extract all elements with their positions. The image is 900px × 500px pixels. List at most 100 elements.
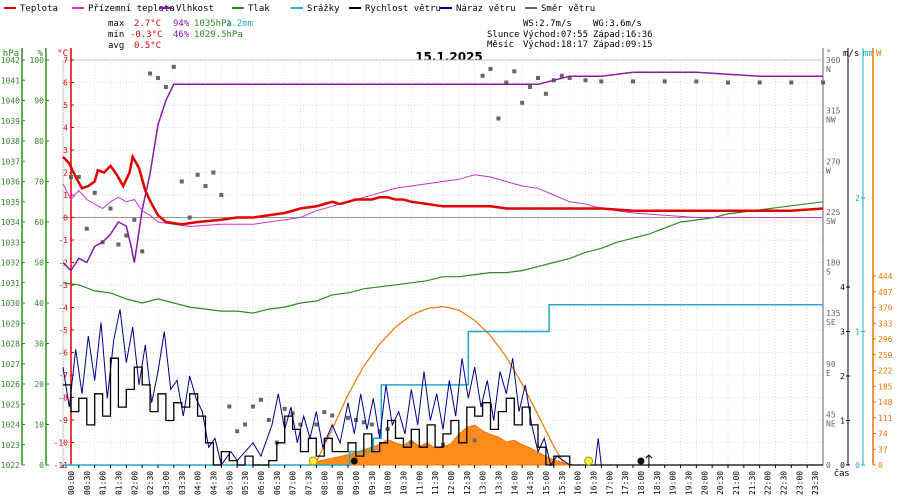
direction-point bbox=[488, 67, 493, 71]
solar-tick-label: 259 bbox=[878, 351, 893, 360]
legend-label-3: Tlak bbox=[248, 4, 270, 14]
x-tick-label: 01:30 bbox=[114, 471, 123, 495]
direction-tick-label: 225 bbox=[826, 208, 841, 217]
temperature-tick-label: 0 bbox=[63, 214, 68, 223]
direction-point bbox=[583, 78, 588, 83]
x-tick-label: 23:30 bbox=[811, 471, 820, 495]
direction-point bbox=[163, 85, 168, 89]
series-solar-area bbox=[314, 424, 575, 466]
pressure-tick-label: 1039 bbox=[1, 117, 20, 126]
x-tick-label: 18:00 bbox=[637, 471, 646, 495]
humidity-tick-label: 40 bbox=[34, 299, 44, 308]
legend-label-0: Teplota bbox=[20, 4, 58, 14]
temperature-tick-label: -8 bbox=[58, 394, 68, 403]
solar-tick-label: 0 bbox=[878, 461, 883, 470]
wind-tick-label: 4 bbox=[840, 283, 845, 292]
x-tick-label: 19:30 bbox=[684, 471, 693, 495]
direction-point bbox=[789, 80, 794, 85]
x-tick-label: 21:00 bbox=[732, 471, 741, 495]
direction-point bbox=[92, 190, 97, 195]
sun-rise: Východ:07:55 bbox=[523, 30, 588, 40]
direction-point bbox=[314, 422, 319, 427]
direction-point bbox=[140, 249, 145, 254]
pressure-tick-label: 1034 bbox=[1, 218, 20, 227]
legend-label-2: Vlhkost bbox=[176, 4, 214, 14]
direction-point bbox=[520, 100, 525, 105]
direction-tick-label: 90 bbox=[826, 360, 836, 369]
pressure-tick-label: 1040 bbox=[1, 97, 20, 106]
direction-point bbox=[504, 80, 509, 85]
x-tick-label: 14:30 bbox=[526, 471, 535, 495]
temperature-tick-label: 3 bbox=[63, 146, 68, 155]
direction-point bbox=[187, 215, 192, 220]
x-tick-label: 11:00 bbox=[415, 471, 424, 495]
direction-point bbox=[76, 175, 81, 179]
humidity-tick-label: 70 bbox=[34, 178, 44, 187]
rain-tick-label: 2 bbox=[855, 194, 860, 203]
legend-swatch-5 bbox=[349, 7, 361, 9]
solar-tick-label: 222 bbox=[878, 367, 893, 376]
temperature-tick-label: -1 bbox=[58, 236, 68, 245]
direction-point bbox=[496, 116, 501, 121]
pressure-tick-label: 1029 bbox=[1, 319, 20, 328]
series-humidity bbox=[62, 71, 823, 272]
stats-avg-label: avg bbox=[108, 41, 124, 51]
direction-point bbox=[156, 76, 160, 80]
direction-point bbox=[543, 91, 548, 96]
x-tick-label: 10:00 bbox=[384, 471, 393, 495]
direction-compass-label: W bbox=[826, 166, 831, 175]
x-tick-label: 04:30 bbox=[209, 471, 218, 495]
direction-point bbox=[132, 217, 137, 222]
wind-tick-label: 0 bbox=[840, 461, 845, 470]
wind-axis-unit: m/s bbox=[843, 49, 859, 59]
stats-min-label: min bbox=[108, 30, 124, 40]
x-tick-label: 16:30 bbox=[589, 471, 598, 495]
direction-point bbox=[243, 422, 248, 427]
direction-point bbox=[330, 413, 335, 418]
solar-tick-label: 185 bbox=[878, 382, 893, 391]
pressure-tick-label: 1035 bbox=[1, 198, 20, 207]
humidity-tick-label: 10 bbox=[34, 421, 44, 430]
direction-point bbox=[512, 69, 517, 74]
temperature-tick-label: 5 bbox=[63, 101, 68, 110]
stats-max-rain: 1.2mm bbox=[226, 19, 253, 29]
sun-label: Slunce bbox=[487, 30, 520, 40]
solar-tick-label: 407 bbox=[878, 288, 893, 297]
x-tick-label: 20:30 bbox=[716, 471, 725, 495]
direction-tick-label: 270 bbox=[826, 157, 841, 166]
x-tick-label: 09:00 bbox=[352, 471, 361, 495]
direction-point bbox=[203, 184, 208, 188]
moonrise-arrow-icon bbox=[645, 454, 653, 465]
temperature-tick-label: -7 bbox=[58, 371, 68, 380]
direction-point bbox=[567, 76, 572, 80]
temperature-tick-label: -4 bbox=[58, 304, 68, 313]
x-tick-label: 06:00 bbox=[257, 471, 266, 495]
direction-point bbox=[726, 80, 730, 85]
direction-point bbox=[298, 422, 303, 427]
x-tick-label: 11:30 bbox=[431, 471, 440, 495]
direction-tick-label: 315 bbox=[826, 107, 841, 116]
pressure-tick-label: 1037 bbox=[1, 157, 20, 166]
direction-point bbox=[84, 226, 89, 231]
moonrise-marker-icon bbox=[637, 457, 645, 465]
legend-swatch-0 bbox=[4, 7, 16, 9]
direction-point bbox=[116, 242, 121, 247]
x-tick-label: 23:00 bbox=[795, 471, 804, 495]
temperature-tick-label: 7 bbox=[63, 56, 68, 65]
direction-point bbox=[124, 233, 129, 238]
direction-compass-label: E bbox=[826, 369, 831, 378]
direction-point bbox=[251, 404, 255, 409]
solar-tick-label: 370 bbox=[878, 304, 893, 313]
direction-point bbox=[195, 172, 200, 177]
direction-point bbox=[148, 71, 153, 76]
pressure-tick-label: 1026 bbox=[1, 380, 20, 389]
temperature-tick-label: -11 bbox=[54, 461, 69, 470]
direction-point bbox=[108, 206, 113, 211]
direction-compass-label: SW bbox=[826, 217, 836, 226]
direction-point bbox=[480, 73, 485, 78]
legend-label-7: Směr větru bbox=[541, 4, 595, 14]
direction-compass-label: NW bbox=[826, 116, 836, 125]
direction-compass-label: N bbox=[826, 65, 831, 74]
solar-tick-label: 148 bbox=[878, 398, 893, 407]
